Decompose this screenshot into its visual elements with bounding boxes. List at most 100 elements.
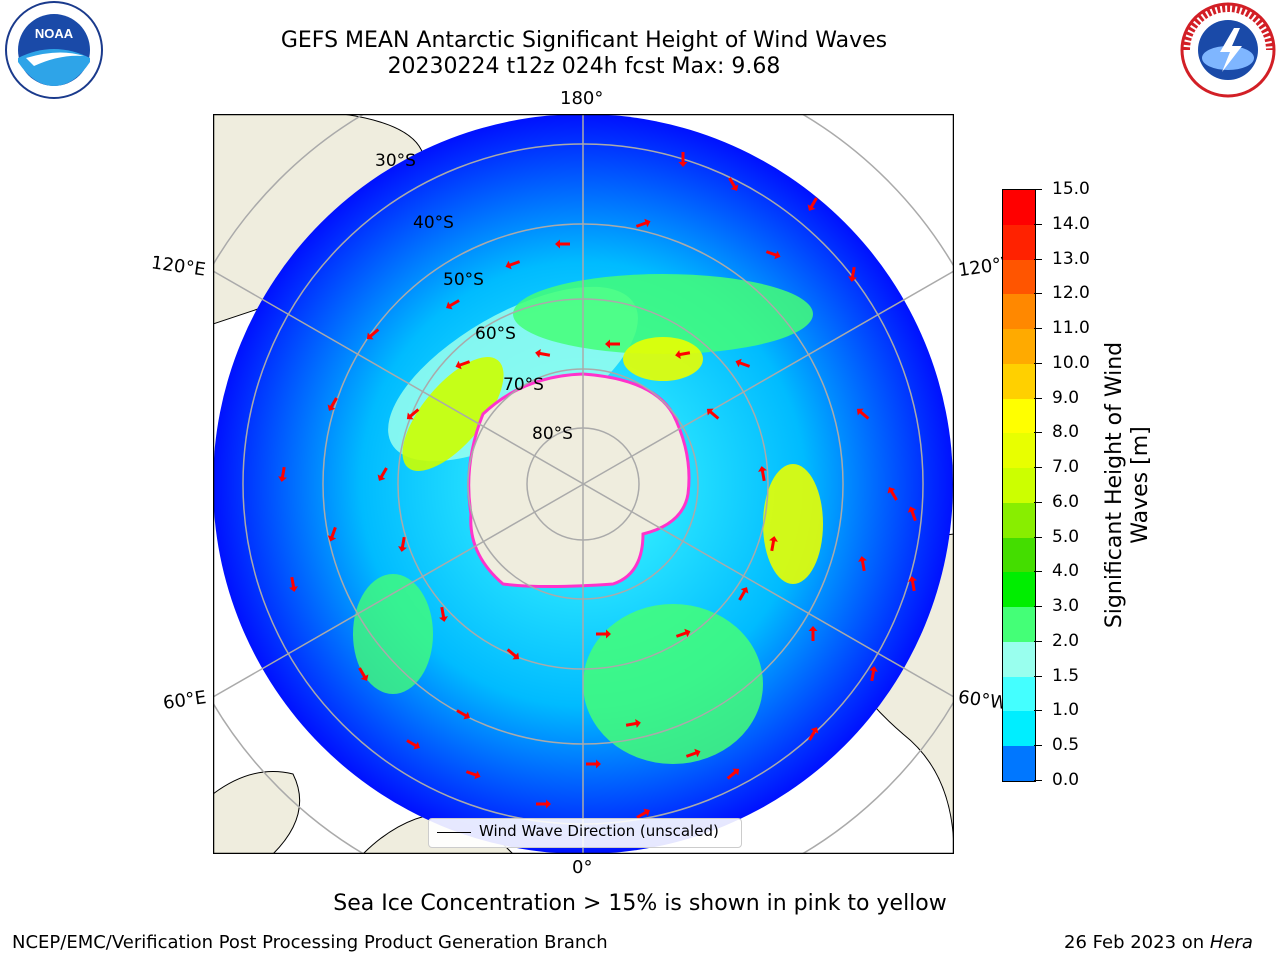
colorbar-tick-label: 5.0 (1052, 526, 1080, 547)
lon-label-180: 180° (560, 88, 604, 109)
colorbar (1002, 189, 1036, 782)
wind-arrow (807, 197, 818, 211)
lon-label-60e: 60°E (161, 687, 208, 714)
colorbar-tick-label: 1.5 (1052, 665, 1080, 686)
wind-arrow (869, 666, 878, 682)
wind-arrow (366, 328, 380, 340)
wind-arrow (765, 250, 781, 260)
chart-title: GEFS MEAN Antarctic Significant Height o… (280, 28, 888, 53)
legend-label: Wind Wave Direction (unscaled) (479, 822, 719, 840)
colorbar-cell (1003, 502, 1035, 539)
wind-arrow (596, 629, 611, 639)
colorbar-cell (1003, 190, 1035, 226)
colorbar-tick-mark (1034, 780, 1042, 781)
wind-arrow (465, 770, 481, 780)
colorbar-tick-mark (1034, 606, 1042, 608)
wind-arrow (758, 466, 767, 482)
wind-arrow (858, 556, 867, 572)
colorbar-tick-label: 7.0 (1052, 457, 1080, 478)
colorbar-tick-mark (1034, 189, 1042, 190)
colorbar-cell (1003, 224, 1035, 260)
colorbar-tick-mark (1034, 467, 1042, 469)
wind-arrow (456, 709, 470, 720)
colorbar-cell (1003, 607, 1035, 643)
polar-map: 30°S 40°S 50°S 60°S 70°S 80°S Wind Wave … (213, 114, 954, 854)
wind-arrow (289, 576, 298, 592)
colorbar-tick-label: 2.0 (1052, 630, 1080, 651)
wind-arrow (735, 358, 751, 368)
wind-arrow (327, 397, 338, 411)
lat-label-30s: 30°S (375, 151, 416, 171)
colorbar-tick-mark (1034, 397, 1042, 399)
wind-arrow (536, 799, 551, 809)
colorbar-title: Significant Height of Wind Waves [m] (1102, 342, 1154, 628)
colorbar-tick-label: 6.0 (1052, 491, 1080, 512)
colorbar-tick-label: 8.0 (1052, 422, 1080, 443)
machine-name: Hera (1209, 932, 1253, 953)
colorbar-title-line1: Significant Height of Wind (1102, 341, 1127, 629)
wind-arrow (406, 739, 420, 750)
colorbar-tick-label: 11.0 (1052, 318, 1090, 339)
antarctica-land (467, 372, 691, 588)
wave-band-4 (353, 574, 433, 694)
colorbar-tick-label: 4.0 (1052, 561, 1080, 582)
wind-arrow (808, 727, 819, 741)
wave-peak-2 (623, 337, 703, 381)
colorbar-tick-mark (1034, 362, 1042, 364)
colorbar-tick-label: 9.0 (1052, 387, 1080, 408)
colorbar-tick-label: 10.0 (1052, 352, 1090, 373)
wind-arrow (327, 526, 337, 542)
wind-arrow (535, 349, 551, 358)
nws-logo (1176, 0, 1280, 100)
noaa-logo: NOAA (4, 0, 104, 100)
svg-text:NOAA: NOAA (35, 26, 74, 41)
colorbar-cell (1003, 294, 1035, 330)
lon-label-120e: 120°E (149, 252, 207, 281)
colorbar-cell (1003, 572, 1035, 608)
wind-arrow (678, 152, 688, 167)
colorbar-tick-label: 3.0 (1052, 596, 1080, 617)
credit-text: NCEP/EMC/Verification Post Processing Pr… (12, 932, 608, 953)
wind-arrow (605, 339, 620, 349)
wind-arrow (636, 808, 650, 819)
wind-arrow (506, 648, 520, 660)
wind-arrow (685, 748, 701, 758)
wind-arrow (505, 260, 521, 270)
colorbar-title-line2: Waves [m] (1128, 426, 1153, 544)
wind-arrow (635, 218, 651, 228)
colorbar-tick-label: 0.0 (1052, 770, 1080, 790)
wind-arrow (856, 408, 870, 420)
sea-ice-note: Sea Ice Concentration > 15% is shown in … (333, 891, 947, 916)
wind-arrow (439, 606, 448, 622)
wave-peak-1 (402, 357, 504, 471)
wind-arrow (769, 536, 778, 552)
colorbar-cell (1003, 711, 1035, 747)
wind-arrow (555, 239, 570, 249)
lat-label-70s: 70°S (503, 375, 544, 395)
colorbar-cell (1003, 259, 1035, 295)
colorbar-tick-mark (1034, 675, 1042, 677)
wave-peak-3 (763, 464, 823, 584)
colorbar-tick-mark (1034, 501, 1042, 503)
wind-arrow (675, 350, 691, 359)
lat-label-60s: 60°S (475, 324, 516, 344)
wind-arrow (446, 299, 460, 310)
wind-arrow (808, 626, 818, 641)
colorbar-tick-label: 14.0 (1052, 213, 1090, 234)
wave-band-3 (583, 604, 763, 764)
colorbar-cell (1003, 641, 1035, 678)
colorbar-tick-mark (1034, 432, 1042, 434)
colorbar-cell (1003, 398, 1035, 434)
lon-label-0: 0° (572, 857, 593, 878)
colorbar-cell (1003, 433, 1035, 469)
colorbar-cell (1003, 746, 1035, 782)
wind-arrow (586, 759, 601, 769)
colorbar-tick-label: 1.0 (1052, 700, 1080, 721)
wind-arrow (908, 576, 917, 592)
colorbar-tick-mark (1034, 571, 1042, 573)
chart-subtitle: 20230224 t12z 024h fcst Max: 9.68 (387, 54, 781, 79)
colorbar-cell (1003, 676, 1035, 712)
colorbar-tick-mark (1034, 536, 1042, 538)
colorbar-tick-mark (1034, 745, 1042, 747)
colorbar-cell (1003, 329, 1035, 365)
